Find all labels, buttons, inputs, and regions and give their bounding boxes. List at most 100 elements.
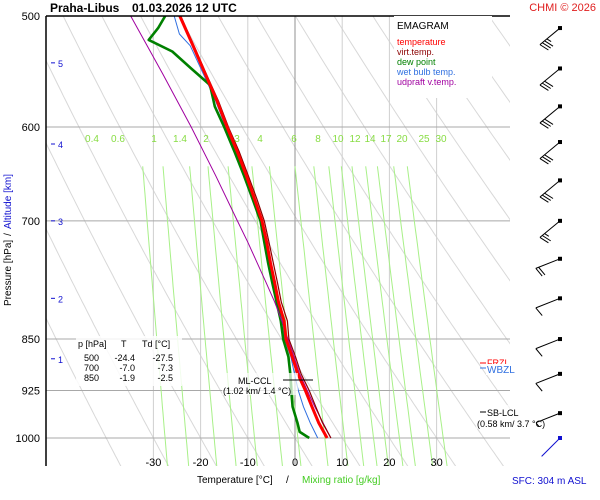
wind-barb-feather [542,120,551,127]
copyright: CHMI © 2026 [529,2,596,14]
mixing-ratio-line [351,166,389,466]
table-cell: 850 [84,373,99,383]
table-row: 850 -1.9 -2.5 [84,373,173,383]
pressure-tick-label: 500 [22,11,40,23]
mixing-ratio-line [393,166,434,466]
wind-barb [539,178,562,203]
altitude-tick-label: 5 [58,59,63,69]
dry-adiabat [46,317,122,466]
table-row: 700 -7.0 -7.3 [84,363,173,373]
mixing-ratio-line [294,166,329,466]
temperature-tick-label: 30 [430,457,442,469]
mixing-ratio-label: 8 [315,134,321,145]
mixing-ratio-label: 0.4 [85,134,99,145]
wind-barb-staff [539,105,561,124]
temperature-tick-label: 20 [383,457,395,469]
wind-barb-staff [535,412,561,424]
mixing-ratio-label: 17 [380,134,392,145]
legend-item-wet-bulb: wet bulb temp. [396,67,456,77]
wind-barb [535,256,562,277]
wind-barb-feather [539,196,549,203]
legend-item-temperature: temperature [397,37,446,47]
wind-barb [539,66,562,91]
wind-barb-half-feather [546,38,552,42]
wind-barb-feather [539,122,549,129]
wind-barb [539,26,562,51]
wind-barb-staff [535,373,561,384]
wind-barb [541,436,562,457]
wind-barb-feather [535,268,543,277]
table-cell: 700 [84,363,99,373]
wbzl-label: WBZL [487,365,515,376]
mixing-ratio-label: 30 [435,134,447,145]
wind-barb-staff [539,180,561,198]
mixing-ratio-label: 10 [332,134,344,145]
table-box [76,336,182,386]
mixing-ratio-label: 6 [291,134,297,145]
mixing-ratio-line [251,166,283,466]
x-axis-label-mixing-ratio: Mixing ratio [g/kg] [302,475,381,486]
dry-adiabat [46,227,170,466]
wind-barb [539,218,562,244]
table-cell: -7.3 [157,363,173,373]
wind-barb-feather [535,383,543,392]
mixing-ratio-label: 3 [234,134,240,145]
pressure-tick-label: 700 [22,216,40,228]
mixing-ratio-line [189,166,218,466]
wind-barb-feather [542,82,551,89]
wind-barb-feather [542,42,551,49]
table-row: 500 -24.4 -27.5 [84,353,173,363]
pressure-tick-label: 850 [22,334,40,346]
mixing-ratio-label: 1.4 [173,134,187,145]
station-title: Praha-Libus [50,1,120,15]
x-axis-label-separator: / [286,475,289,486]
wind-barb-feather [538,266,546,276]
wind-barb-feather [544,154,554,161]
wind-barb-staff [535,297,561,309]
mixing-ratio-label: 1 [151,134,157,145]
series-udpraft-v-temp [130,16,332,439]
legend-item-updraft: udpraft v.temp. [397,77,456,87]
wind-barb-staff [539,68,561,86]
wind-barb-feather [539,158,549,165]
wind-barb-feather [535,307,543,316]
table-cell: -1.9 [119,373,135,383]
dry-adiabat [46,141,217,466]
mixing-ratio-label: 12 [349,134,361,145]
legend-title: EMAGRAM [397,21,449,32]
wind-barb-feather [535,348,543,357]
temperature-tick-label: -10 [240,457,256,469]
wind-barb-staff [539,141,561,159]
wind-barb-feather [539,84,549,91]
mixing-ratio-lines [142,166,448,466]
wbzl-bg [486,364,520,375]
table-cell: -2.5 [157,373,173,383]
mixing-ratio-label: 14 [364,134,376,145]
mixing-ratio-label: 2 [203,134,209,145]
table-cell: -24.4 [114,353,135,363]
mixing-ratio-line [340,166,378,466]
pressure-tick-label: 600 [22,122,40,134]
dry-adiabat [101,16,361,466]
mixing-ratio-line [313,166,349,466]
table-header-p: p [hPa] [78,339,107,349]
y-axis-label: Pressure [hPa]/Altitude [km] [3,174,14,306]
wind-barb [535,337,562,357]
mixing-ratio-line [268,166,302,466]
table-cell: -7.0 [119,363,135,373]
table-header-t: T [121,339,127,349]
mixing-ratio-line [142,166,168,466]
table-header-td: Td [°C] [142,339,170,349]
mixing-ratio-line [207,166,237,466]
sb-lcl-detail: (0.58 km/ 3.7 °C) [477,419,545,429]
wind-barbs [535,26,562,457]
wind-barb-staff [535,338,561,350]
legend-box [394,16,492,98]
datetime-title: 01.03.2026 12 UTC [132,1,237,15]
wind-barb [535,371,562,392]
ml-ccl-label: ML-CCL [238,376,272,386]
wind-barb [535,411,562,427]
wind-barb-half-feather [535,422,540,427]
altitude-tick-label: 3 [58,217,63,227]
mixing-ratio-line [406,166,448,466]
